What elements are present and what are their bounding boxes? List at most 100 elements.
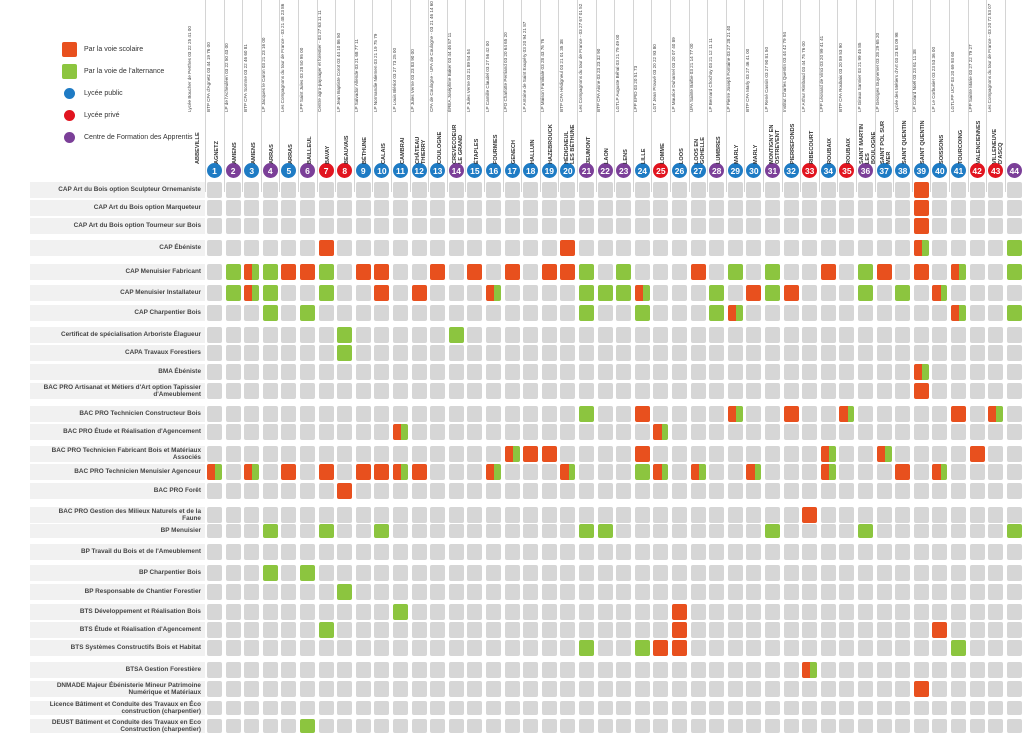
formation-cell-empty[interactable] <box>300 662 315 678</box>
formation-cell-empty[interactable] <box>541 364 557 380</box>
formation-cell-empty[interactable] <box>207 305 222 321</box>
formation-cell-empty[interactable] <box>913 662 929 678</box>
formation-cell-empty[interactable] <box>244 719 260 733</box>
formation-cell-empty[interactable] <box>504 524 520 538</box>
formation-cell-empty[interactable] <box>820 507 836 523</box>
formation-cell-empty[interactable] <box>411 218 427 234</box>
formation-cell-empty[interactable] <box>839 218 855 234</box>
formation-cell-empty[interactable] <box>783 182 799 198</box>
school-header[interactable]: LP Georges Guynemer 03 28 29 65 20 SAINT … <box>875 0 912 192</box>
formation-cell-empty[interactable] <box>783 719 799 733</box>
formation-cell-empty[interactable] <box>727 640 743 656</box>
formation-cell-empty[interactable] <box>541 662 557 678</box>
formation-cell-empty[interactable] <box>244 662 260 678</box>
formation-cell-empty[interactable] <box>355 524 371 538</box>
formation-cell-empty[interactable] <box>374 622 390 638</box>
formation-cell-empty[interactable] <box>820 604 836 620</box>
formation-cell-offered[interactable] <box>374 285 390 301</box>
formation-cell-empty[interactable] <box>430 719 446 733</box>
formation-cell-empty[interactable] <box>820 681 836 697</box>
formation-cell-empty[interactable] <box>411 544 427 560</box>
formation-cell-offered[interactable] <box>634 464 650 480</box>
formation-cell-empty[interactable] <box>560 364 576 380</box>
school-header[interactable]: LGT Jean Prouvé 03 20 22 93 80 LOMME <box>652 0 689 192</box>
formation-cell-empty[interactable] <box>281 446 297 462</box>
formation-cell-offered[interactable] <box>300 719 315 733</box>
formation-cell-empty[interactable] <box>523 662 539 678</box>
formation-cell-empty[interactable] <box>467 524 483 538</box>
formation-cell-empty[interactable] <box>820 544 836 560</box>
formation-cell-empty[interactable] <box>913 483 929 499</box>
formation-cell-empty[interactable] <box>746 218 762 234</box>
formation-cell-empty[interactable] <box>393 681 408 697</box>
formation-cell-empty[interactable] <box>207 383 222 399</box>
formation-cell-empty[interactable] <box>560 719 576 733</box>
formation-cell-empty[interactable] <box>802 584 818 600</box>
formation-cell-empty[interactable] <box>783 240 799 256</box>
formation-cell-empty[interactable] <box>802 218 818 234</box>
formation-cell-offered[interactable] <box>969 446 985 462</box>
formation-cell-empty[interactable] <box>244 200 260 216</box>
formation-cell-empty[interactable] <box>616 200 632 216</box>
formation-cell-empty[interactable] <box>802 327 818 343</box>
formation-cell-empty[interactable] <box>802 364 818 380</box>
formation-cell-empty[interactable] <box>895 662 911 678</box>
formation-cell-offered[interactable] <box>634 640 650 656</box>
formation-cell-offered[interactable] <box>951 406 966 422</box>
formation-cell-empty[interactable] <box>783 584 799 600</box>
formation-cell-offered[interactable] <box>932 464 948 480</box>
formation-cell-empty[interactable] <box>504 640 520 656</box>
formation-cell-empty[interactable] <box>597 240 613 256</box>
formation-cell-empty[interactable] <box>709 406 725 422</box>
formation-cell-empty[interactable] <box>281 662 297 678</box>
formation-cell-empty[interactable] <box>448 719 464 733</box>
formation-cell-empty[interactable] <box>244 640 260 656</box>
formation-cell-empty[interactable] <box>318 701 334 715</box>
formation-cell-offered[interactable] <box>318 464 334 480</box>
formation-cell-empty[interactable] <box>448 604 464 620</box>
formation-cell-empty[interactable] <box>839 544 855 560</box>
formation-cell-empty[interactable] <box>225 507 241 523</box>
formation-cell-empty[interactable] <box>709 264 725 280</box>
formation-cell-empty[interactable] <box>690 345 706 361</box>
formation-cell-empty[interactable] <box>486 240 501 256</box>
formation-cell-empty[interactable] <box>504 200 520 216</box>
formation-cell-empty[interactable] <box>244 364 260 380</box>
formation-cell-empty[interactable] <box>597 446 613 462</box>
formation-cell-empty[interactable] <box>839 719 855 733</box>
formation-cell-empty[interactable] <box>634 218 650 234</box>
formation-cell-empty[interactable] <box>374 701 390 715</box>
formation-cell-empty[interactable] <box>597 640 613 656</box>
formation-cell-empty[interactable] <box>393 662 408 678</box>
formation-cell-empty[interactable] <box>802 483 818 499</box>
formation-cell-empty[interactable] <box>913 524 929 538</box>
formation-cell-empty[interactable] <box>672 565 687 581</box>
school-header[interactable]: LP Jacques le Caron 03 21 23 16 00 ARRAS <box>261 0 298 192</box>
formation-cell-empty[interactable] <box>858 424 873 440</box>
formation-cell-empty[interactable] <box>765 327 780 343</box>
formation-cell-empty[interactable] <box>430 240 446 256</box>
formation-cell-offered[interactable] <box>430 264 446 280</box>
formation-cell-empty[interactable] <box>988 182 1004 198</box>
formation-cell-empty[interactable] <box>690 483 706 499</box>
formation-cell-empty[interactable] <box>560 446 576 462</box>
formation-cell-empty[interactable] <box>281 622 297 638</box>
formation-cell-offered[interactable] <box>318 524 334 538</box>
formation-cell-empty[interactable] <box>783 640 799 656</box>
formation-cell-offered[interactable] <box>262 264 278 280</box>
formation-cell-empty[interactable] <box>504 483 520 499</box>
formation-cell-empty[interactable] <box>746 604 762 620</box>
formation-cell-offered[interactable] <box>727 406 743 422</box>
formation-cell-offered[interactable] <box>579 285 594 301</box>
formation-cell-offered[interactable] <box>820 264 836 280</box>
formation-cell-empty[interactable] <box>300 622 315 638</box>
formation-cell-empty[interactable] <box>783 364 799 380</box>
formation-cell-empty[interactable] <box>746 345 762 361</box>
formation-cell-empty[interactable] <box>988 345 1004 361</box>
formation-cell-empty[interactable] <box>969 719 985 733</box>
formation-cell-empty[interactable] <box>988 507 1004 523</box>
formation-cell-empty[interactable] <box>727 345 743 361</box>
formation-cell-empty[interactable] <box>1006 464 1022 480</box>
formation-cell-empty[interactable] <box>765 305 780 321</box>
formation-cell-empty[interactable] <box>895 264 911 280</box>
